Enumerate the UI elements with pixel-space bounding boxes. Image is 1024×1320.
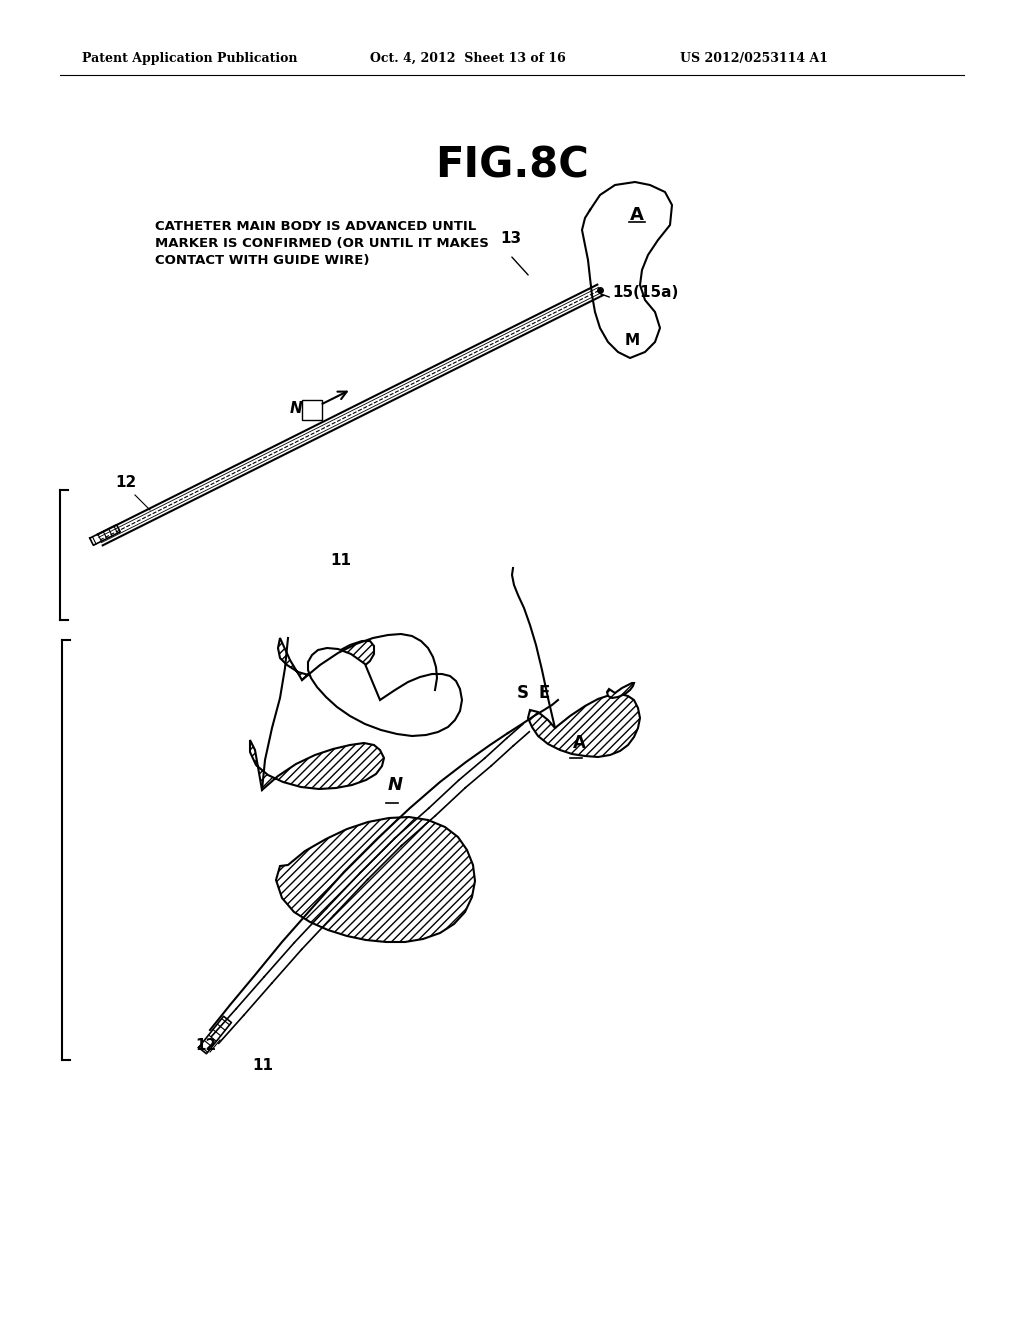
Polygon shape (278, 638, 374, 680)
Polygon shape (308, 648, 462, 737)
Text: A: A (573, 734, 586, 752)
Text: E: E (538, 684, 549, 702)
Text: N: N (290, 401, 303, 416)
Polygon shape (250, 741, 384, 789)
Text: Oct. 4, 2012  Sheet 13 of 16: Oct. 4, 2012 Sheet 13 of 16 (370, 51, 565, 65)
Text: 15(15a): 15(15a) (612, 285, 678, 300)
Text: M: M (625, 333, 640, 348)
Text: 12: 12 (115, 475, 136, 490)
Text: 11: 11 (330, 553, 351, 568)
Text: A: A (630, 206, 644, 224)
Polygon shape (276, 817, 475, 942)
Polygon shape (607, 682, 634, 698)
Text: FIG.8C: FIG.8C (435, 144, 589, 186)
Text: CATHETER MAIN BODY IS ADVANCED UNTIL
MARKER IS CONFIRMED (OR UNTIL IT MAKES
CONT: CATHETER MAIN BODY IS ADVANCED UNTIL MAR… (155, 220, 488, 267)
Text: 12: 12 (195, 1038, 216, 1053)
Text: N: N (388, 776, 403, 795)
Text: S: S (517, 684, 529, 702)
Text: Patent Application Publication: Patent Application Publication (82, 51, 298, 65)
Text: 11: 11 (252, 1059, 273, 1073)
Text: US 2012/0253114 A1: US 2012/0253114 A1 (680, 51, 828, 65)
Text: 13: 13 (500, 231, 521, 246)
Polygon shape (528, 694, 640, 756)
